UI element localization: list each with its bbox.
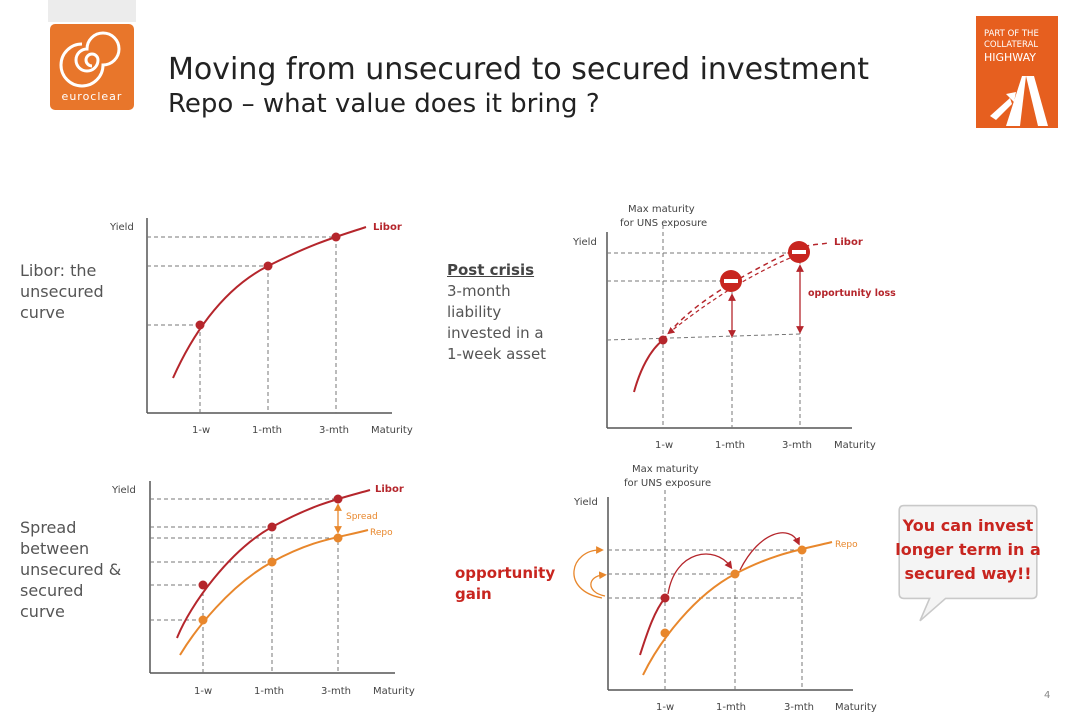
euroclear-swirl-icon bbox=[59, 31, 121, 88]
callout-text: You can invest longer term in a secured … bbox=[895, 516, 1041, 583]
max-maturity-label-2: for UNS exposure bbox=[624, 478, 711, 489]
repo-label: Repo bbox=[835, 540, 858, 550]
badge-line1: PART OF THE bbox=[984, 29, 1039, 39]
libor-point-3m bbox=[333, 494, 343, 504]
highway-road-icon bbox=[990, 76, 1048, 126]
repo-curve-line bbox=[642, 541, 833, 676]
max-maturity-label-1: Max maturity bbox=[632, 464, 699, 475]
tick-1m: 1-mth bbox=[715, 440, 745, 451]
post-crisis-label: Post crisis 3-month liability invested i… bbox=[447, 261, 547, 363]
maturity-label: Maturity bbox=[371, 425, 413, 436]
tick-1m: 1-mth bbox=[716, 702, 746, 713]
maturity-label: Maturity bbox=[373, 686, 415, 697]
diagram-spread: Yield Libor Spread Repo 1-w 1-mth 3-mth … bbox=[111, 481, 415, 697]
tick-3m: 3-mth bbox=[782, 440, 812, 451]
max-maturity-label-1: Max maturity bbox=[628, 204, 695, 215]
no-entry-icon bbox=[788, 241, 810, 263]
return-arrow bbox=[667, 257, 791, 335]
euroclear-logo: euroclear bbox=[48, 0, 136, 110]
tick-3m: 3-mth bbox=[321, 686, 351, 697]
libor-point-1w bbox=[195, 320, 205, 330]
tick-1m: 1-mth bbox=[252, 425, 282, 436]
diagram-opportunity-gain: Max maturity for UNS exposure Yield Repo… bbox=[573, 464, 877, 713]
repo-point-3m bbox=[333, 533, 343, 543]
tick-1w: 1-w bbox=[192, 425, 210, 436]
yield-label: Yield bbox=[111, 485, 136, 496]
collateral-highway-badge: PART OF THE COLLATERAL HIGHWAY bbox=[976, 16, 1058, 128]
gain-arrow-inner bbox=[590, 571, 607, 597]
page-subtitle: Repo – what value does it bring ? bbox=[168, 89, 600, 119]
libor-curve-line bbox=[172, 226, 367, 379]
callout-bubble bbox=[898, 504, 1038, 622]
libor-point-3m bbox=[331, 232, 341, 242]
libor-label: Libor bbox=[834, 237, 863, 248]
tick-1w: 1-w bbox=[655, 440, 673, 451]
logo-text: euroclear bbox=[62, 90, 123, 103]
repo-point-1m bbox=[267, 557, 277, 567]
maturity-label: Maturity bbox=[834, 440, 876, 451]
diagram-post-crisis: Max maturity for UNS exposure Yield Libo… bbox=[572, 204, 896, 451]
libor-unsecured-label: Libor: the unsecured curve bbox=[20, 261, 104, 322]
libor-point-1w bbox=[660, 593, 670, 603]
jump-arrow-3m bbox=[739, 532, 800, 571]
tick-1m: 1-mth bbox=[254, 686, 284, 697]
badge-line3: HIGHWAY bbox=[984, 51, 1036, 64]
max-maturity-label-2: for UNS exposure bbox=[620, 218, 707, 229]
repo-point-3m bbox=[797, 545, 807, 555]
libor-point-1w bbox=[658, 335, 668, 345]
yield-label: Yield bbox=[573, 497, 598, 508]
libor-point-1m bbox=[267, 522, 277, 532]
libor-point-1m bbox=[263, 261, 273, 271]
maturity-label: Maturity bbox=[835, 702, 877, 713]
tick-1w: 1-w bbox=[656, 702, 674, 713]
libor-curve-line bbox=[639, 597, 666, 656]
libor-curve-solid bbox=[633, 339, 664, 393]
spread-between-label: Spread between unsecured & secured curve bbox=[20, 518, 122, 621]
tick-1w: 1-w bbox=[194, 686, 212, 697]
libor-label: Libor bbox=[373, 222, 402, 233]
repo-point-1m bbox=[730, 569, 740, 579]
repo-curve-line bbox=[179, 529, 369, 656]
title-block: Moving from unsecured to secured investm… bbox=[168, 52, 869, 120]
tick-3m: 3-mth bbox=[784, 702, 814, 713]
page-title: Moving from unsecured to secured investm… bbox=[168, 52, 869, 87]
tick-3m: 3-mth bbox=[319, 425, 349, 436]
repo-point-1w bbox=[198, 615, 208, 625]
yield-label: Yield bbox=[572, 237, 597, 248]
opportunity-loss-label: opportunity loss bbox=[808, 288, 896, 299]
gain-arrow-outer bbox=[573, 546, 604, 599]
opportunity-gain-label: opportunity gain bbox=[455, 564, 556, 603]
libor-point-1w bbox=[198, 580, 208, 590]
jump-arrow-1m bbox=[667, 553, 733, 595]
badge-line2: COLLATERAL bbox=[984, 40, 1038, 50]
repo-label: Repo bbox=[370, 528, 393, 538]
repo-point-1w bbox=[660, 628, 670, 638]
yield-label: Yield bbox=[109, 222, 134, 233]
spread-label: Spread bbox=[346, 512, 378, 522]
page-number: 4 bbox=[1044, 690, 1051, 701]
diagram-libor-curve: Yield Libor 1-w 1-mth 3-mth Maturity bbox=[109, 218, 413, 436]
libor-curve-dashed bbox=[662, 242, 829, 341]
no-entry-icon bbox=[720, 270, 742, 292]
libor-label: Libor bbox=[375, 484, 404, 495]
